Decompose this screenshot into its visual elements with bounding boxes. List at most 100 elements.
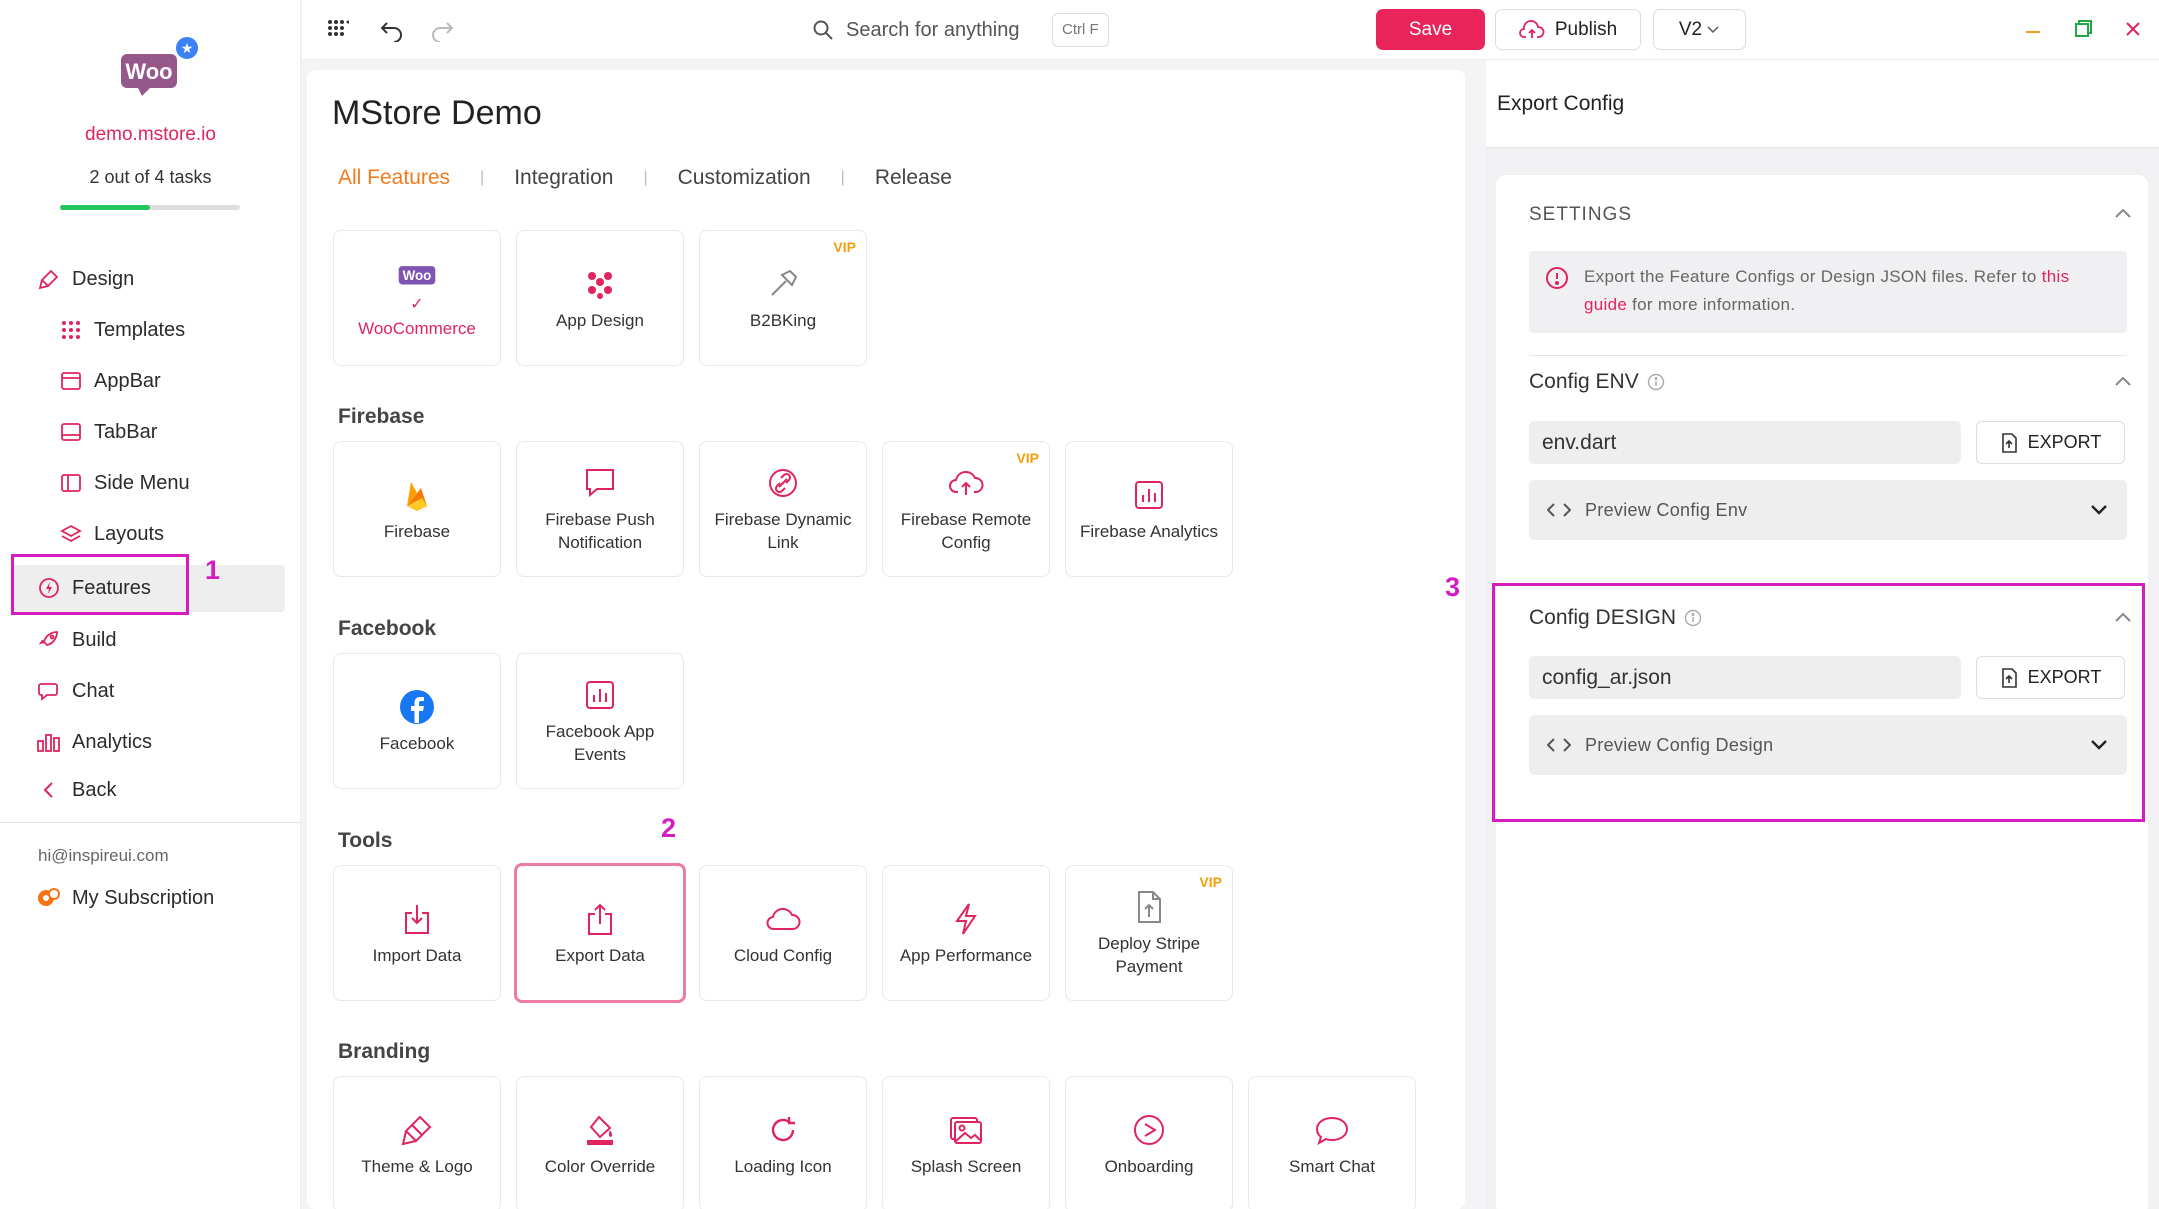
feature-card-label: Cloud Config <box>733 945 833 965</box>
tab-customization[interactable]: Customization <box>677 166 811 189</box>
settings-card: SETTINGS Export the Feature Configs or D… <box>1496 175 2148 1209</box>
feature-card-b2bking[interactable]: VIP B2BKing <box>699 230 867 366</box>
feature-card-label: Deploy Stripe Payment <box>1097 934 1201 976</box>
feature-card-onboarding[interactable]: Onboarding <box>1065 1076 1233 1209</box>
publish-button[interactable]: Publish <box>1495 9 1641 50</box>
undo-icon[interactable] <box>376 14 408 46</box>
tab-all-features[interactable]: All Features <box>338 166 451 189</box>
brush-icon <box>36 266 62 292</box>
config-design-label: Config DESIGN <box>1529 606 1702 630</box>
feature-card-facebook-app-events[interactable]: Facebook App Events <box>516 653 684 789</box>
feature-card-theme-logo[interactable]: Theme & Logo <box>333 1076 501 1209</box>
chevron-up-icon[interactable] <box>2112 371 2134 393</box>
version-dropdown[interactable]: V2 <box>1653 9 1746 50</box>
sidebar: Woo ★ demo.mstore.io 2 out of 4 tasks De… <box>0 0 301 1209</box>
info-icon[interactable] <box>1684 609 1702 627</box>
sidebar-item-label: Features <box>72 576 151 599</box>
paint-bucket-icon <box>581 1111 619 1149</box>
features-panel: MStore Demo All Features | Integration |… <box>307 70 1465 1209</box>
bolt-circle-icon <box>36 575 62 601</box>
feature-card-woocommerce[interactable]: Woo ✓ WooCommerce <box>333 230 501 366</box>
apps-grid-icon[interactable] <box>322 14 354 46</box>
feature-card-facebook[interactable]: Facebook <box>333 653 501 789</box>
file-export-icon <box>2000 432 2018 453</box>
minimize-window-icon[interactable] <box>2020 16 2046 42</box>
redo-icon[interactable] <box>426 14 458 46</box>
feature-card-firebase-dynamic-link[interactable]: Firebase Dynamic Link <box>699 441 867 577</box>
appbar-icon <box>58 368 84 394</box>
sidebar-item-layouts[interactable]: Layouts <box>58 514 164 554</box>
feature-card-smart-chat[interactable]: Smart Chat <box>1248 1076 1416 1209</box>
chevron-up-icon[interactable] <box>2112 203 2134 225</box>
sidebar-item-templates[interactable]: Templates <box>58 310 185 350</box>
play-circle-icon <box>1130 1111 1168 1149</box>
divider <box>1529 355 2127 356</box>
vip-badge: VIP <box>1199 874 1222 890</box>
firebase-icon <box>398 476 436 514</box>
feature-card-firebase-push[interactable]: Firebase Push Notification <box>516 441 684 577</box>
sidebar-item-features[interactable]: Features <box>36 568 151 608</box>
cloud-icon <box>764 900 802 938</box>
sidebar-item-label: TabBar <box>94 420 158 443</box>
feature-card-color-override[interactable]: Color Override <box>516 1076 684 1209</box>
sidebar-item-tabbar[interactable]: TabBar <box>58 412 157 452</box>
side-menu-icon <box>58 470 84 496</box>
search-box[interactable]: Search for anything <box>812 12 1019 48</box>
chat-icon <box>36 678 62 704</box>
sidebar-item-subscription[interactable]: My Subscription <box>36 878 214 918</box>
sidebar-item-back[interactable]: Back <box>36 770 116 810</box>
feature-card-export-data[interactable]: Export Data <box>514 863 686 1003</box>
config-env-input[interactable] <box>1529 421 1961 464</box>
preview-config-design[interactable]: Preview Config Design <box>1529 715 2127 775</box>
annotation-number: 2 <box>661 813 677 843</box>
layers-icon <box>58 521 84 547</box>
guide-link[interactable]: this guide <box>1584 267 2070 314</box>
save-button[interactable]: Save <box>1376 9 1485 50</box>
sidebar-divider <box>0 822 301 823</box>
maximize-window-icon[interactable] <box>2070 16 2096 42</box>
feature-card-label: Facebook <box>379 733 455 753</box>
feature-card-firebase-remote-config[interactable]: VIP Firebase Remote Config <box>882 441 1050 577</box>
info-text: Export the Feature Configs or Design JSO… <box>1584 267 2037 286</box>
file-export-icon <box>2000 667 2018 688</box>
file-upload-icon <box>1130 888 1168 926</box>
sidebar-item-label: Side Menu <box>94 471 190 494</box>
page-title: MStore Demo <box>332 94 542 132</box>
feature-tabs: All Features | Integration | Customizati… <box>338 166 952 190</box>
search-placeholder: Search for anything <box>846 18 1020 41</box>
tasks-progress-fill <box>60 205 150 210</box>
sidebar-item-analytics[interactable]: Analytics <box>36 722 152 762</box>
sidebar-item-chat[interactable]: Chat <box>36 671 114 711</box>
store-url-link[interactable]: demo.mstore.io <box>85 124 216 145</box>
preview-config-env[interactable]: Preview Config Env <box>1529 480 2127 540</box>
info-icon[interactable] <box>1647 373 1665 391</box>
close-window-icon[interactable] <box>2120 16 2146 42</box>
info-text: for more information. <box>1632 295 1796 314</box>
sidebar-item-design[interactable]: Design <box>36 259 134 299</box>
search-shortcut-badge: Ctrl F <box>1052 13 1109 47</box>
feature-card-cloud-config[interactable]: Cloud Config <box>699 865 867 1001</box>
sidebar-item-side-menu[interactable]: Side Menu <box>58 463 190 503</box>
export-design-button[interactable]: EXPORT <box>1976 656 2125 699</box>
chevron-up-icon[interactable] <box>2112 607 2134 629</box>
feature-card-app-design[interactable]: App Design <box>516 230 684 366</box>
feature-card-app-performance[interactable]: App Performance <box>882 865 1050 1001</box>
sidebar-item-appbar[interactable]: AppBar <box>58 361 161 401</box>
feature-card-label: App Design <box>556 310 644 330</box>
star-badge-icon: ★ <box>173 34 201 62</box>
feature-card-deploy-stripe[interactable]: VIP Deploy Stripe Payment <box>1065 865 1233 1001</box>
tab-integration[interactable]: Integration <box>514 166 614 189</box>
config-env-label: Config ENV <box>1529 370 1665 394</box>
search-icon <box>812 19 834 41</box>
feature-card-splash-screen[interactable]: Splash Screen <box>882 1076 1050 1209</box>
export-env-button[interactable]: EXPORT <box>1976 421 2125 464</box>
feature-card-loading-icon[interactable]: Loading Icon <box>699 1076 867 1209</box>
feature-card-firebase[interactable]: Firebase <box>333 441 501 577</box>
top-toolbar: Search for anything Ctrl F Save Publish … <box>302 0 2159 60</box>
feature-card-firebase-analytics[interactable]: Firebase Analytics <box>1065 441 1233 577</box>
grid-dots-icon <box>58 317 84 343</box>
config-design-input[interactable] <box>1529 656 1961 699</box>
tab-release[interactable]: Release <box>874 166 952 189</box>
sidebar-item-build[interactable]: Build <box>36 620 116 660</box>
feature-card-import-data[interactable]: Import Data <box>333 865 501 1001</box>
